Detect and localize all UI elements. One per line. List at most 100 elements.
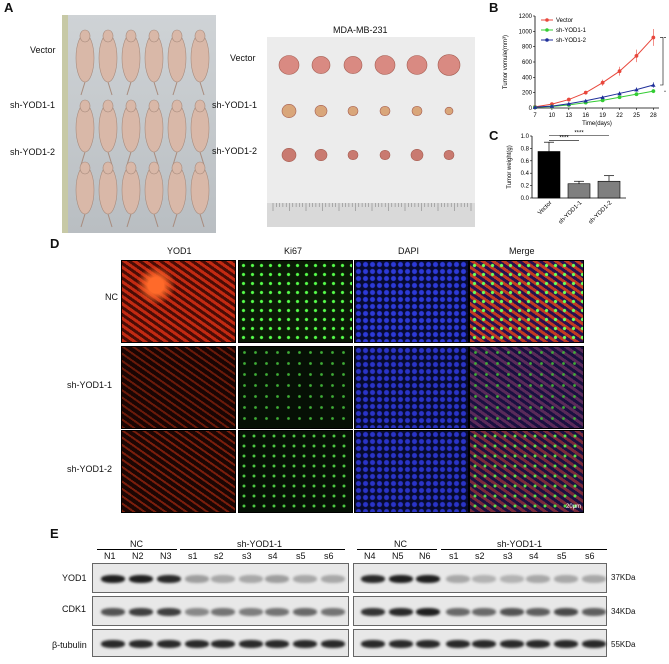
data-point: [634, 92, 639, 97]
mouse-tail: [172, 213, 178, 228]
mouse-tail: [153, 213, 159, 228]
blot-band: [185, 640, 209, 648]
lane-label: N1: [104, 551, 116, 561]
tumor: [437, 54, 461, 76]
blot-band: [321, 640, 345, 648]
tumor: [347, 105, 359, 117]
tumor: [278, 55, 300, 75]
blot-band: [416, 640, 440, 648]
y-tick-label: 1000: [519, 29, 533, 35]
blot-band: [554, 640, 578, 648]
if-image-nc-dapi: [354, 260, 469, 343]
panel-label-b: B: [489, 0, 499, 15]
blot-band: [472, 608, 496, 616]
sh-left-line: [180, 549, 345, 550]
x-tick-label: 13: [565, 113, 572, 119]
protein-tubulin: β-tubulin: [52, 640, 87, 650]
y-tick-label: 0.8: [521, 146, 530, 152]
mouse-tail: [126, 213, 132, 228]
y-axis-label: Tumor vomule(mm³): [503, 35, 509, 89]
mouse-tail: [80, 151, 86, 166]
data-point: [583, 98, 588, 103]
mouse-tail: [107, 81, 113, 96]
legend-label: sh-YOD1-2: [556, 38, 587, 44]
blot-band: [293, 575, 317, 583]
blot-band: [554, 608, 578, 616]
if-col-merge: Merge: [509, 246, 535, 256]
if-row-nc: NC: [105, 292, 118, 302]
y-tick-label: 0: [529, 106, 533, 112]
blot-strip: [92, 629, 349, 657]
weight-cdk1: 34KDa: [611, 607, 636, 616]
y-tick-label: 0.0: [521, 196, 530, 202]
blot-band: [361, 608, 385, 616]
mouse-head: [171, 161, 183, 175]
panel-label-c: C: [489, 128, 499, 143]
data-point: [634, 53, 639, 58]
blot-right-group-nc: NC: [394, 539, 407, 549]
mouse-head: [148, 99, 160, 113]
if-image-sh1-ki67: [238, 346, 353, 429]
tumor-volume-chart: 0 200 400 600 800 1000 1200 7 10 13 16 19 22 25 28 Time…: [498, 4, 669, 128]
protein-cdk1: CDK1: [62, 604, 87, 614]
blot-strip: [353, 563, 607, 593]
lane-label: s1: [449, 551, 459, 561]
y-tick-label: 200: [522, 91, 533, 97]
mouse-tail: [80, 213, 86, 228]
mouse-head: [194, 29, 206, 43]
mouse-tail: [199, 151, 205, 166]
tumor: [374, 55, 396, 75]
blot-right-group-sh: sh-YOD1-1: [497, 539, 543, 549]
mouse-tail: [126, 81, 132, 96]
if-image-sh2-dapi: [354, 430, 469, 513]
mouse-head: [102, 99, 114, 113]
x-axis-label: Time(days): [582, 121, 612, 127]
significance-label: ****: [559, 135, 569, 141]
lane-label: N6: [419, 551, 431, 561]
tumor-label-sh2: sh-YOD1-2: [212, 146, 258, 156]
tumor: [281, 148, 297, 162]
significance-label: ****: [574, 130, 584, 136]
bar: [537, 151, 561, 199]
lane-label: s3: [242, 551, 252, 561]
blot-band: [472, 640, 496, 648]
mouse-tail: [172, 151, 178, 166]
weight-tubulin: 55KDa: [611, 640, 636, 649]
mouse-head: [194, 161, 206, 175]
tumor-volume-svg: 0 200 400 600 800 1000 1200 7 10 13 16 19 22 25 28 Time…: [503, 14, 669, 127]
mouse-tail: [153, 151, 159, 166]
lane-label: s2: [214, 551, 224, 561]
blot-band: [500, 640, 524, 648]
if-row-sh1: sh-YOD1-1: [67, 380, 113, 390]
blot-band: [500, 608, 524, 616]
blot-band: [389, 640, 413, 648]
blot-left-group-sh: sh-YOD1-1: [237, 539, 283, 549]
blot-band: [157, 575, 181, 583]
blot-band: [500, 575, 524, 583]
mouse-head: [171, 29, 183, 43]
x-tick-label: 10: [549, 113, 556, 119]
x-tick-label: 28: [650, 113, 657, 119]
tumor: [281, 104, 297, 118]
if-image-sh1-yod1: [121, 346, 236, 429]
x-tick-label: 7: [533, 113, 537, 119]
data-point: [634, 87, 639, 92]
blot-band: [185, 608, 209, 616]
panel-label-a: A: [4, 0, 14, 15]
tumor-photo: [267, 37, 475, 227]
blot-band: [321, 575, 345, 583]
scale-bar-label: 20μm: [566, 504, 582, 510]
blot-band: [446, 608, 470, 616]
blot-band: [239, 608, 263, 616]
lane-label: N4: [364, 551, 376, 561]
blot-band: [389, 575, 413, 583]
blot-band: [361, 640, 385, 648]
mouse-head: [102, 161, 114, 175]
y-tick-label: 0.2: [521, 184, 530, 190]
blot-band: [582, 640, 606, 648]
lane-label: s5: [557, 551, 567, 561]
legend-marker: [545, 28, 549, 32]
tumor: [379, 105, 391, 117]
mice-label-sh2: sh-YOD1-2: [10, 147, 56, 157]
y-tick-label: 400: [522, 75, 533, 81]
